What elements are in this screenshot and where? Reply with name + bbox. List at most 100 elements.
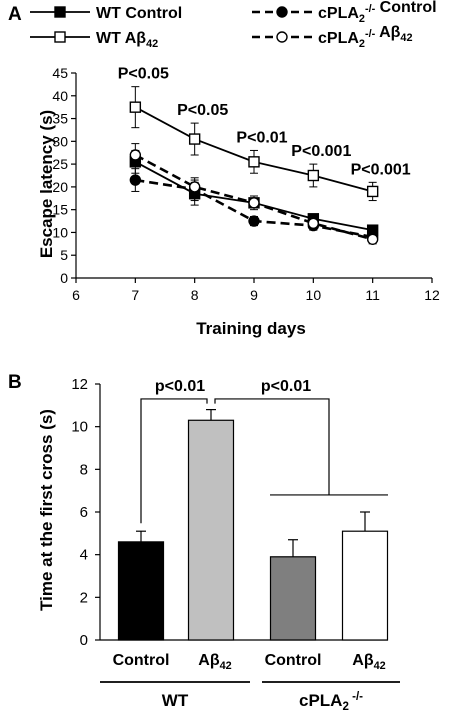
panel-b-axes: 0 2 4 6 8 10 12 xyxy=(71,376,388,649)
panel-a-x-tick-label: 12 xyxy=(424,287,440,303)
panel-b-category-label-part: Control xyxy=(265,652,322,669)
panel-a-data-point xyxy=(366,233,379,245)
panel-a-legend-item-0: WT Control xyxy=(30,5,182,22)
panel-a-legend-marker xyxy=(54,6,66,18)
panel-a-data-point xyxy=(129,174,142,186)
panel-b-bar xyxy=(341,530,389,641)
panel-a-data-point xyxy=(129,149,142,161)
panel-a-legend-item-3: cPLA2-/- Aβ42 xyxy=(252,24,413,50)
panel-a-y-tick-label: 0 xyxy=(60,270,68,286)
panel-b-label: B xyxy=(8,372,22,393)
panel-a-legend-label-part: c xyxy=(318,30,327,47)
panel-a-significance-label: P<0.05 xyxy=(118,66,169,83)
panel-b-bars xyxy=(117,409,389,641)
panel-b-bar xyxy=(187,419,235,641)
panel-a-significance-label: P<0.01 xyxy=(236,129,287,146)
panel-b-y-tick-label: 6 xyxy=(80,504,88,521)
panel-b-category-label-sub: 42 xyxy=(374,660,386,672)
panel-b-group-label-sup: -/- xyxy=(352,691,363,703)
panel-a-y-tick-label: 30 xyxy=(52,133,68,149)
panel-b-category-label: Control xyxy=(113,652,170,669)
panel-b-category-label: Aβ42 xyxy=(352,652,385,672)
panel-a-legend-label-sub: 2 xyxy=(359,38,365,50)
panel-a-data-point xyxy=(188,181,201,193)
panel-a-legend-label-part: WT xyxy=(96,30,125,47)
panel-b-group-label: cPLA2 -/- xyxy=(299,691,363,713)
panel-b-y-tick-label: 10 xyxy=(71,419,88,436)
panel-a-y-axis-label: Escape latency (s) xyxy=(37,110,56,258)
panel-a-y-tick-label: 40 xyxy=(52,88,68,104)
panel-a-series-3 xyxy=(129,143,379,245)
panel-b-group-label-sub: 2 xyxy=(342,701,348,713)
panel-a-data-point xyxy=(129,101,142,113)
panel-b-bar xyxy=(117,541,165,641)
panel-a-significance-label: P<0.001 xyxy=(291,143,351,160)
panel-a-x-tick-label: 10 xyxy=(306,287,322,303)
panel-a-legend-label-part: PLA xyxy=(327,5,359,22)
panel-a-data-point xyxy=(307,217,320,230)
panel-a-legend-label: cPLA2-/- Control xyxy=(318,0,437,25)
panel-a-y-tick-label: 5 xyxy=(60,247,68,263)
panel-b-category-label-part: Aβ xyxy=(198,652,220,669)
panel-a-legend-label-part: PLA xyxy=(327,30,359,47)
panel-a-legend-label-sup: -/- xyxy=(365,3,376,15)
panel-a-data-point xyxy=(307,169,320,182)
panel-b-bar-group-1 xyxy=(187,409,235,641)
panel-a-legend-label: WT Control xyxy=(96,5,182,22)
panel-a-legend-label-part: Aβ xyxy=(125,30,147,47)
panel-b-bar xyxy=(269,556,317,641)
panel-b-annotations: p<0.01 p<0.01 xyxy=(140,378,388,524)
panel-a-x-tick-label: 11 xyxy=(365,287,380,303)
panel-a-data-point xyxy=(188,133,201,145)
panel-a-significance-label: P<0.001 xyxy=(351,161,411,178)
panel-b-group-label-part: PLA xyxy=(308,691,342,710)
panel-b-group-label-part: WT xyxy=(162,691,189,710)
panel-a-y-tick-label: 45 xyxy=(52,65,68,81)
panel-a-x-tick-label: 9 xyxy=(250,287,258,303)
panel-a-legend-marker xyxy=(54,31,66,43)
panel-b-y-tick-label: 0 xyxy=(80,632,88,649)
panel-a-x-tick-label: 7 xyxy=(131,287,139,303)
panel-b-bar-group-0 xyxy=(117,530,165,641)
panel-b-y-tick-label: 2 xyxy=(80,589,88,606)
panel-a-x-tick-label: 8 xyxy=(191,287,199,303)
panel-b-group-label-part: c xyxy=(299,691,308,710)
panel-a-legend-label-part: Control xyxy=(375,0,436,16)
panel-b-bar-group-2 xyxy=(269,539,317,641)
panel-b-y-tick-label: 4 xyxy=(80,547,88,564)
panel-b-bracket-2 xyxy=(214,398,330,495)
panel-a-legend-label-sub: 2 xyxy=(359,13,365,25)
panel-b-significance-label: p<0.01 xyxy=(155,378,205,395)
panel-a-data-point xyxy=(248,215,260,227)
panel-b-category-label: Aβ42 xyxy=(198,652,231,672)
panel-a-axes: 0 5 10 15 20 25 30 35 40 45 6 7 8 9 10 11 12 xyxy=(52,65,440,303)
panel-a-legend-item-2: cPLA2-/- Control xyxy=(252,0,437,25)
panel-a-legend-label-sub: 42 xyxy=(400,32,412,44)
panel-a-legend-label-part: WT Control xyxy=(96,5,182,22)
panel-a-series-1 xyxy=(129,86,379,202)
panel-b-y-tick-label: 12 xyxy=(71,376,88,393)
panel-b-category-label: Control xyxy=(265,652,322,669)
panel-a-legend-label: cPLA2-/- Aβ42 xyxy=(318,24,413,50)
panel-a-label: A xyxy=(8,4,22,25)
panel-a-y-tick-label: 20 xyxy=(52,179,68,195)
panel-a-legend-label-part: Aβ xyxy=(379,24,401,41)
panel-b-significance-label: p<0.01 xyxy=(261,378,311,395)
panel-b-bracket-1 xyxy=(140,398,208,524)
panel-a-legend-marker xyxy=(276,31,288,43)
panel-b-category-label-sub: 42 xyxy=(220,660,232,672)
panel-a-x-axis-label: Training days xyxy=(196,319,306,338)
panel-a-y-tick-label: 10 xyxy=(52,224,68,240)
panel-a-legend-label-sub: 42 xyxy=(146,38,158,50)
panel-a-data-point xyxy=(248,156,260,168)
panel-a-legend-label: WT Aβ42 xyxy=(96,30,158,50)
panel-a-x-tick-label: 6 xyxy=(72,287,80,303)
panel-a-legend-label-sup: -/- xyxy=(365,28,376,40)
panel-a-y-tick-label: 35 xyxy=(52,111,68,127)
panel-a-data-point xyxy=(366,185,379,198)
